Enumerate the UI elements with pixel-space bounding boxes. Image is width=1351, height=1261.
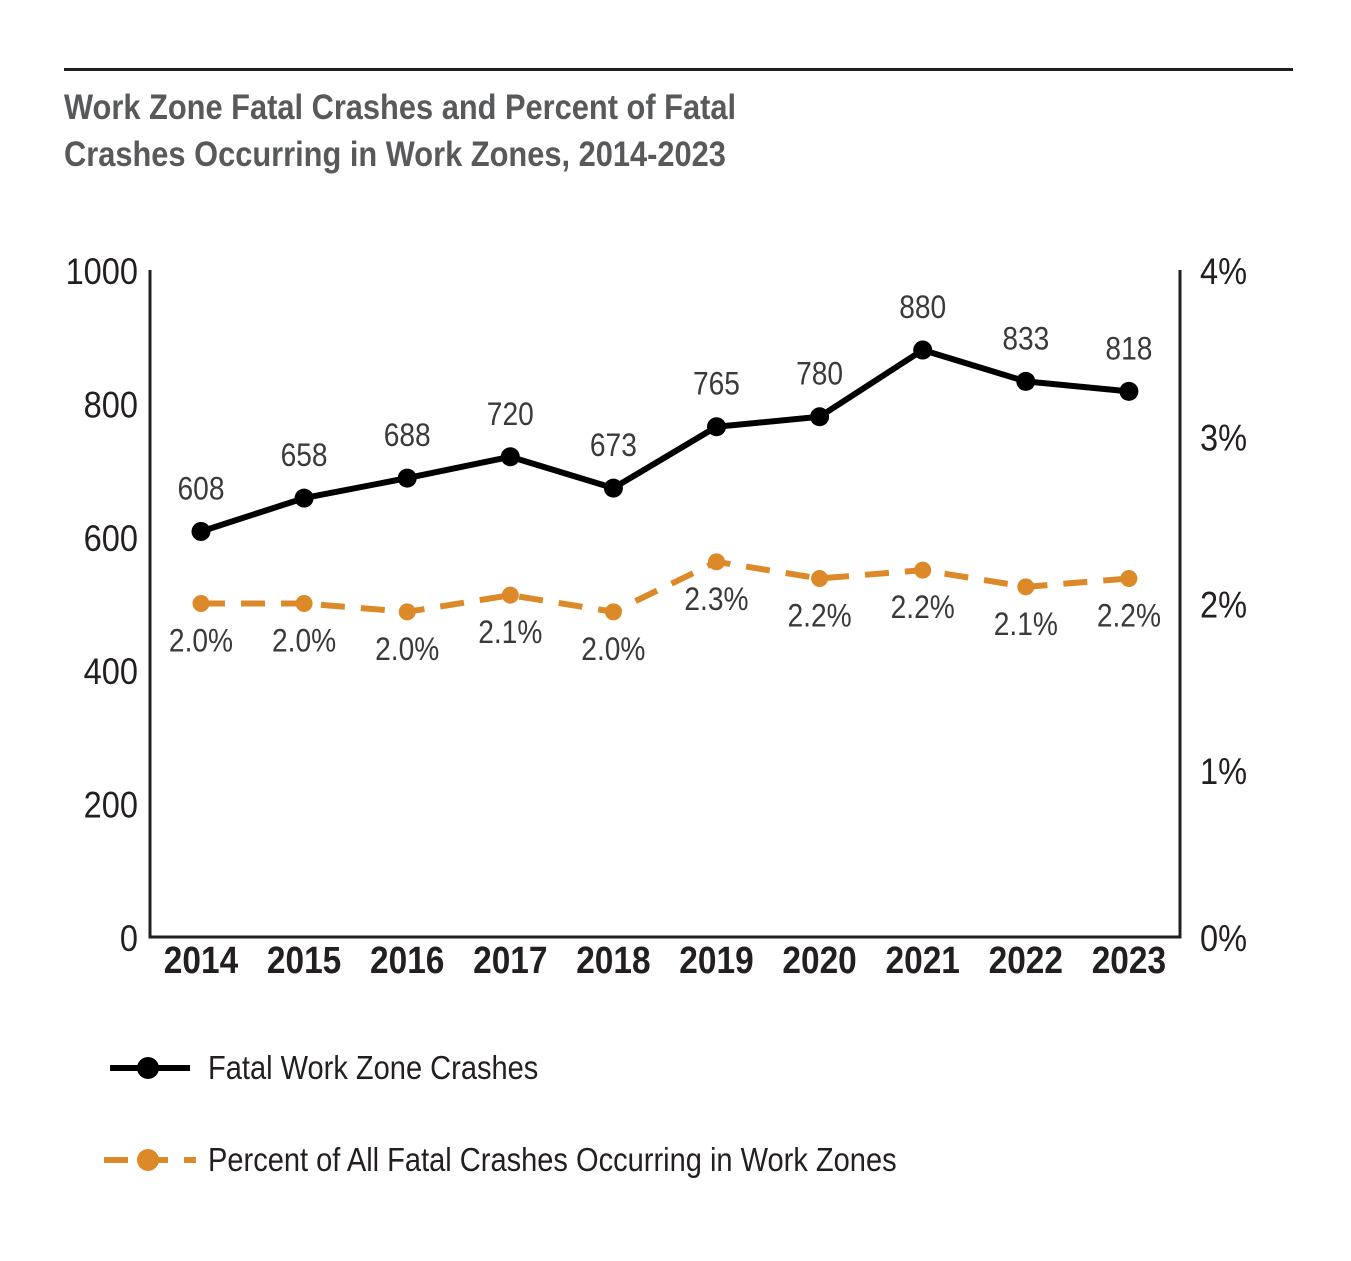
y-right-tick-label: 4% bbox=[1200, 251, 1247, 292]
data-point-percent bbox=[295, 595, 313, 612]
legend-label-crashes: Fatal Work Zone Crashes bbox=[208, 1049, 539, 1086]
data-label-percent: 2.0% bbox=[272, 624, 336, 659]
data-point-percent bbox=[708, 553, 725, 571]
data-label-crashes: 608 bbox=[178, 472, 225, 507]
data-point-percent bbox=[501, 586, 519, 604]
data-point-crashes bbox=[294, 488, 314, 508]
series-line-percent bbox=[201, 558, 1130, 615]
legend-item-percent: Percent of All Fatal Crashes Occurring i… bbox=[100, 1140, 991, 1180]
x-tick-label: 2018 bbox=[576, 939, 650, 981]
data-label-crashes: 833 bbox=[1002, 322, 1049, 357]
x-tick-label: 2023 bbox=[1092, 939, 1166, 981]
data-point-percent bbox=[192, 595, 210, 612]
chart-title-line-2: Crashes Occurring in Work Zones, 2014-20… bbox=[64, 135, 726, 174]
legend-swatch-percent bbox=[104, 1149, 196, 1171]
x-tick-label: 2022 bbox=[989, 939, 1063, 981]
data-label-percent: 2.3% bbox=[684, 582, 748, 617]
data-point-crashes bbox=[1016, 371, 1036, 391]
data-point-crashes bbox=[500, 447, 520, 467]
data-point-percent bbox=[1120, 569, 1138, 587]
data-point-percent bbox=[398, 603, 416, 621]
x-tick-label: 2016 bbox=[370, 939, 444, 981]
data-label-crashes: 780 bbox=[796, 357, 843, 392]
x-tick-label: 2014 bbox=[164, 939, 238, 981]
data-point-crashes bbox=[1119, 381, 1139, 401]
data-label-percent: 2.2% bbox=[788, 599, 852, 634]
y-left-tick-label: 0 bbox=[120, 918, 138, 959]
data-label-crashes: 720 bbox=[487, 397, 534, 432]
data-point-crashes bbox=[913, 340, 933, 360]
y-left-tick-label: 600 bbox=[84, 518, 138, 559]
data-label-crashes: 818 bbox=[1105, 332, 1152, 367]
data-point-crashes bbox=[810, 407, 830, 427]
x-tick-label: 2017 bbox=[473, 939, 547, 981]
legend-label-percent: Percent of All Fatal Crashes Occurring i… bbox=[208, 1141, 897, 1178]
legend-item-crashes: Fatal Work Zone Crashes bbox=[100, 1048, 583, 1088]
chart-title: Work Zone Fatal Crashes and Percent of F… bbox=[64, 84, 856, 178]
data-point-percent bbox=[1017, 578, 1035, 596]
data-point-percent bbox=[811, 569, 829, 587]
data-label-percent: 2.2% bbox=[891, 591, 955, 626]
x-tick-label: 2020 bbox=[782, 939, 856, 981]
x-tick-label: 2019 bbox=[679, 939, 753, 981]
title-rule bbox=[64, 68, 1293, 71]
data-point-crashes bbox=[397, 468, 417, 488]
y-right-tick-label: 0% bbox=[1200, 918, 1247, 959]
data-label-crashes: 765 bbox=[693, 367, 740, 402]
data-point-percent bbox=[914, 561, 932, 579]
y-right-tick-label: 3% bbox=[1200, 418, 1247, 459]
series-line-crashes bbox=[198, 347, 1132, 535]
y-left-tick-label: 200 bbox=[84, 785, 138, 826]
y-right-tick-label: 2% bbox=[1200, 585, 1247, 626]
x-tick-label: 2015 bbox=[267, 939, 341, 981]
line-chart: 0 200 400 600 800 1000 0% 1% 2% 3% 4% 2014 2015 2016 2… bbox=[66, 251, 1247, 981]
y-right-tick-label: 1% bbox=[1200, 751, 1247, 792]
data-label-percent: 2.0% bbox=[581, 632, 645, 667]
data-label-percent: 2.0% bbox=[169, 624, 233, 659]
data-point-crashes bbox=[707, 417, 726, 437]
y-left-tick-label: 800 bbox=[84, 384, 138, 425]
data-label-crashes: 673 bbox=[590, 429, 637, 464]
x-tick-label: 2021 bbox=[886, 939, 960, 981]
data-label-percent: 2.2% bbox=[1097, 599, 1161, 634]
data-point-percent bbox=[604, 603, 622, 621]
data-point-crashes bbox=[603, 478, 623, 498]
data-label-crashes: 880 bbox=[899, 290, 946, 325]
y-left-tick-label: 1000 bbox=[66, 251, 138, 292]
data-label-percent: 2.1% bbox=[478, 616, 542, 651]
data-label-percent: 2.1% bbox=[994, 607, 1058, 642]
data-point-crashes bbox=[191, 521, 211, 541]
chart-title-line-1: Work Zone Fatal Crashes and Percent of F… bbox=[64, 88, 737, 127]
data-label-crashes: 688 bbox=[384, 419, 431, 454]
data-label-percent: 2.0% bbox=[375, 632, 439, 667]
legend-swatch-crashes bbox=[110, 1057, 190, 1079]
data-label-crashes: 658 bbox=[281, 439, 328, 474]
y-left-tick-label: 400 bbox=[84, 651, 138, 692]
